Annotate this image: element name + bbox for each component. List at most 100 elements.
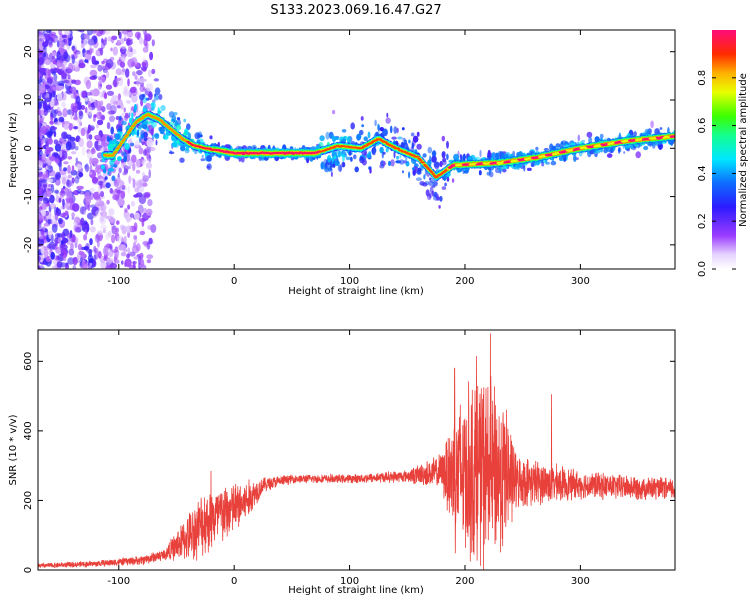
spectral-blob (38, 160, 44, 170)
spectral-blob (104, 37, 108, 43)
spectral-blob (381, 160, 384, 167)
spectral-blob (487, 149, 491, 157)
spectral-blob (39, 117, 44, 122)
spectral-blob (427, 146, 433, 154)
y-tick-label: 20 (23, 45, 34, 58)
spectral-blob (59, 150, 63, 158)
spectral-blob (124, 258, 132, 268)
y-tick-label: 200 (23, 491, 34, 510)
spectral-blob (85, 165, 91, 172)
spectral-blob (139, 258, 145, 268)
spectral-blob (57, 110, 62, 117)
spectral-blob (64, 210, 69, 216)
spectral-blob (105, 84, 113, 90)
spectral-blob (60, 193, 65, 199)
spectral-blob (324, 167, 330, 173)
spectral-blob (89, 192, 94, 201)
spectral-blob (45, 190, 52, 197)
spectral-blob (330, 171, 333, 177)
spectral-blob (40, 109, 44, 116)
spectral-blob (123, 165, 129, 173)
spectral-blob (354, 166, 359, 173)
spectral-blob (88, 134, 93, 140)
spectral-blob (112, 189, 120, 198)
spectral-blob (643, 145, 649, 151)
spectral-blob (535, 161, 540, 166)
spectral-blob (145, 83, 154, 92)
spectral-blob (109, 187, 114, 194)
spectral-blob (93, 245, 97, 253)
spectral-blob (120, 102, 124, 110)
spectral-blob (68, 140, 76, 150)
spectral-blob (99, 47, 104, 56)
spectral-ridge (121, 139, 125, 142)
spectral-blob (123, 107, 126, 113)
spectral-blob (148, 91, 153, 101)
spectral-blob (84, 33, 88, 40)
spectral-blob (40, 246, 45, 255)
spectral-blob (529, 151, 534, 154)
spectral-blob (139, 230, 146, 236)
spectral-blob (93, 114, 97, 118)
spectral-blob (175, 124, 182, 131)
spectrogram-x-label: Height of straight line (km) (288, 286, 424, 297)
spectral-blob (119, 37, 125, 45)
spectral-blob (137, 129, 139, 137)
x-tick-label: 0 (231, 576, 237, 587)
spectral-blob (361, 124, 365, 128)
spectral-blob (145, 208, 153, 216)
spectral-blob (141, 61, 147, 67)
spectral-blob (451, 178, 455, 183)
x-tick-label: -100 (107, 576, 130, 587)
spectral-blob (146, 242, 151, 250)
spectral-blob (171, 114, 177, 123)
spectral-blob (428, 180, 434, 186)
spectral-blob (89, 262, 93, 267)
spectral-blob (122, 172, 126, 176)
spectral-blob (129, 213, 135, 218)
spectral-blob (147, 69, 152, 78)
spectral-blob (93, 36, 97, 43)
spectral-blob (654, 128, 660, 136)
spectral-blob (107, 143, 114, 151)
spectral-blob (319, 135, 325, 142)
spectral-blob (327, 155, 332, 163)
spectrogram-marks (38, 30, 675, 269)
spectral-blob (97, 230, 103, 236)
spectral-blob (42, 183, 48, 188)
spectral-blob (120, 47, 123, 54)
spectral-blob (194, 132, 201, 140)
spectral-blob (89, 187, 95, 193)
spectral-blob (541, 161, 545, 167)
spectral-blob (90, 64, 97, 69)
spectral-blob (116, 235, 123, 244)
spectral-blob (142, 120, 148, 126)
spectral-blob (129, 117, 133, 124)
spectral-blob (146, 127, 149, 132)
spectral-blob (136, 78, 141, 87)
spectral-blob (175, 120, 178, 127)
spectral-blob (386, 112, 389, 118)
spectral-blob (415, 177, 422, 182)
spectral-blob (618, 147, 622, 153)
spectral-blob (120, 151, 126, 156)
spectral-ridge (118, 144, 122, 147)
spectral-blob (52, 80, 59, 87)
spectral-blob (371, 147, 377, 154)
spectral-blob (180, 144, 186, 152)
spectral-blob (137, 204, 144, 215)
spectral-blob (201, 154, 204, 158)
spectral-blob (126, 30, 133, 33)
spectral-blob (72, 105, 79, 113)
spectral-blob (133, 212, 140, 220)
spectral-blob (54, 212, 59, 221)
spectral-blob (78, 137, 85, 148)
spectral-blob (100, 211, 103, 216)
spectral-blob (70, 94, 75, 99)
spectral-blob (75, 95, 81, 104)
spectral-blob (159, 126, 165, 135)
spectral-blob (144, 30, 147, 40)
spectral-blob (56, 173, 61, 179)
spectral-blob (92, 260, 97, 268)
spectral-blob (76, 189, 82, 194)
